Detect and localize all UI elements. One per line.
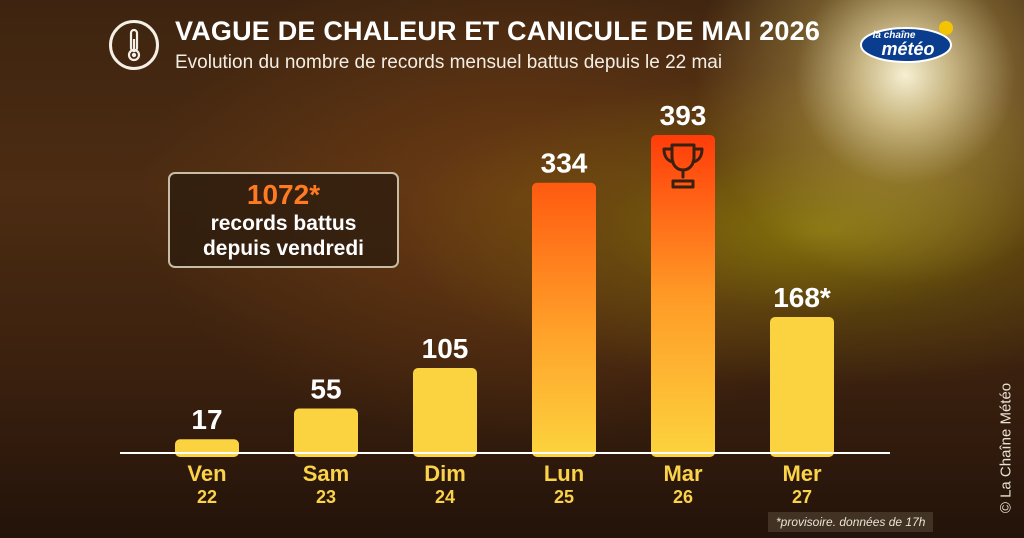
bar-dim xyxy=(413,368,477,457)
bar-value-label: 105 xyxy=(422,333,469,364)
x-tick-day: Sam xyxy=(303,461,349,486)
summary-line1: records battus xyxy=(210,212,357,235)
logo-line1: la chaîne xyxy=(873,30,916,41)
bar-lun xyxy=(532,182,596,457)
thermometer-icon xyxy=(109,20,159,70)
x-tick-day: Ven xyxy=(187,461,226,486)
summary-line2: depuis vendredi xyxy=(202,237,365,260)
x-tick-date: 26 xyxy=(673,487,693,507)
bar-value-label: 393 xyxy=(660,100,707,131)
x-tick-day: Mer xyxy=(782,461,822,486)
footnote: *provisoire. données de 17h xyxy=(768,512,934,532)
x-tick-date: 23 xyxy=(316,487,336,507)
page-title: VAGUE DE CHALEUR ET CANICULE DE MAI 2026 xyxy=(175,16,821,46)
x-tick-date: 27 xyxy=(792,487,812,507)
bar-ven xyxy=(175,439,239,457)
x-tick-date: 24 xyxy=(435,487,455,507)
bar-value-label: 168* xyxy=(773,282,831,313)
bar-value-label: 334 xyxy=(541,148,588,179)
brand-logo: la chaîne météo xyxy=(860,21,953,63)
logo-line2: météo xyxy=(881,39,934,59)
x-tick-day: Lun xyxy=(544,461,584,486)
x-tick-date: 25 xyxy=(554,487,574,507)
summary-box: 1072* records battus depuis vendredi xyxy=(168,172,399,268)
bar-sam xyxy=(294,408,358,457)
trophy-icon xyxy=(662,143,704,189)
summary-value: 1072* xyxy=(246,179,321,210)
x-tick-day: Dim xyxy=(424,461,466,486)
page-subtitle: Evolution du nombre de records mensuel b… xyxy=(175,52,723,73)
bar-value-label: 17 xyxy=(191,404,222,435)
bar-value-label: 55 xyxy=(310,373,341,404)
x-tick-day: Mar xyxy=(663,461,703,486)
copyright-credit: © La Chaîne Météo xyxy=(997,382,1015,514)
bar-mar xyxy=(651,135,715,457)
x-tick-date: 22 xyxy=(197,487,217,507)
bar-mer xyxy=(770,317,834,457)
